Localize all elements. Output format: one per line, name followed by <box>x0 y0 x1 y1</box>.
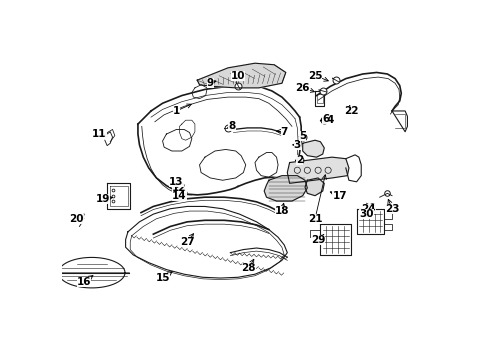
Text: 30: 30 <box>359 209 374 219</box>
Text: 9: 9 <box>207 78 216 88</box>
Text: 16: 16 <box>77 275 93 287</box>
Text: 17: 17 <box>330 191 347 201</box>
Text: 14: 14 <box>172 191 187 201</box>
Polygon shape <box>264 176 307 201</box>
Text: 12: 12 <box>172 183 187 193</box>
Text: 4: 4 <box>322 115 334 125</box>
Text: 15: 15 <box>155 272 172 283</box>
Text: 10: 10 <box>231 71 245 81</box>
Text: 26: 26 <box>295 83 315 93</box>
Text: 20: 20 <box>69 214 84 224</box>
Text: 13: 13 <box>169 177 184 187</box>
Text: 25: 25 <box>308 71 328 81</box>
Text: 8: 8 <box>228 121 236 131</box>
Text: 18: 18 <box>275 203 289 216</box>
Text: 5: 5 <box>299 131 306 141</box>
Text: 3: 3 <box>293 140 301 150</box>
Text: 2: 2 <box>295 155 303 165</box>
Text: 29: 29 <box>311 234 325 244</box>
Text: 23: 23 <box>385 199 399 214</box>
Text: 21: 21 <box>308 175 326 224</box>
Text: 24: 24 <box>362 204 376 214</box>
Text: 22: 22 <box>344 105 359 116</box>
Text: 19: 19 <box>96 194 113 204</box>
Text: 27: 27 <box>180 234 195 247</box>
Polygon shape <box>303 140 324 157</box>
Text: 7: 7 <box>276 127 288 137</box>
Text: 6: 6 <box>320 114 329 123</box>
Polygon shape <box>197 63 286 88</box>
Text: 11: 11 <box>92 129 107 139</box>
Polygon shape <box>287 157 349 183</box>
Text: 1: 1 <box>173 104 191 116</box>
Text: 28: 28 <box>242 259 256 273</box>
Polygon shape <box>305 178 324 195</box>
